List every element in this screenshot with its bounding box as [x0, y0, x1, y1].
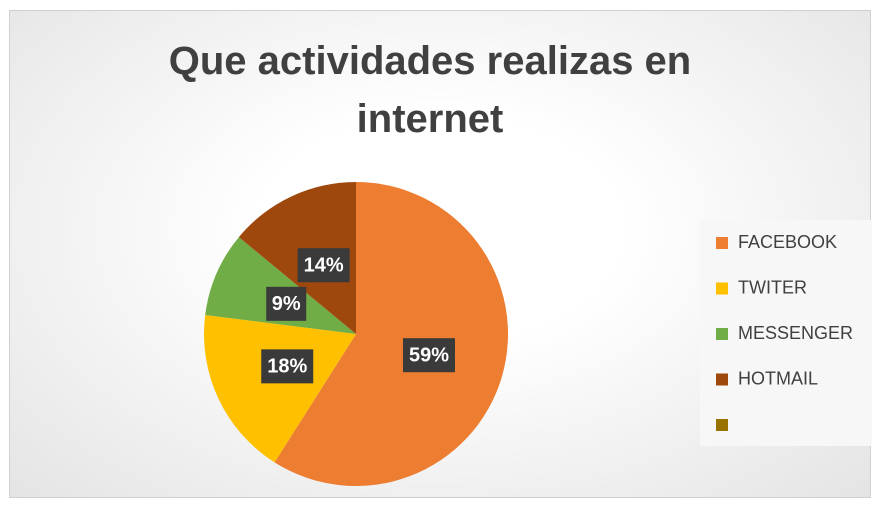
data-label: 14% — [304, 255, 344, 277]
pie-slice — [204, 314, 356, 463]
data-label-box — [266, 286, 307, 321]
data-label: 59% — [409, 344, 449, 366]
data-label-box — [261, 349, 314, 384]
legend-label: MESSENGER — [738, 323, 853, 343]
data-label-box — [402, 338, 455, 373]
pie-slice — [205, 237, 356, 334]
legend-label: HOTMAIL — [738, 368, 818, 388]
legend-swatch — [716, 328, 728, 340]
legend-label: TWITER — [738, 277, 807, 297]
legend-box — [700, 220, 872, 446]
legend-swatch — [716, 282, 728, 295]
pie-slice — [238, 181, 356, 334]
data-label-box — [297, 248, 350, 283]
pie-slice — [274, 182, 509, 486]
legend-label: FACEBOOK — [738, 232, 837, 252]
legend-swatch — [716, 419, 728, 431]
data-label: 9% — [272, 293, 301, 315]
legend-swatch — [716, 373, 728, 386]
legend-swatch — [716, 237, 728, 249]
data-label: 18% — [267, 356, 307, 378]
chart-title: Que actividades realizas en internet — [168, 39, 692, 141]
